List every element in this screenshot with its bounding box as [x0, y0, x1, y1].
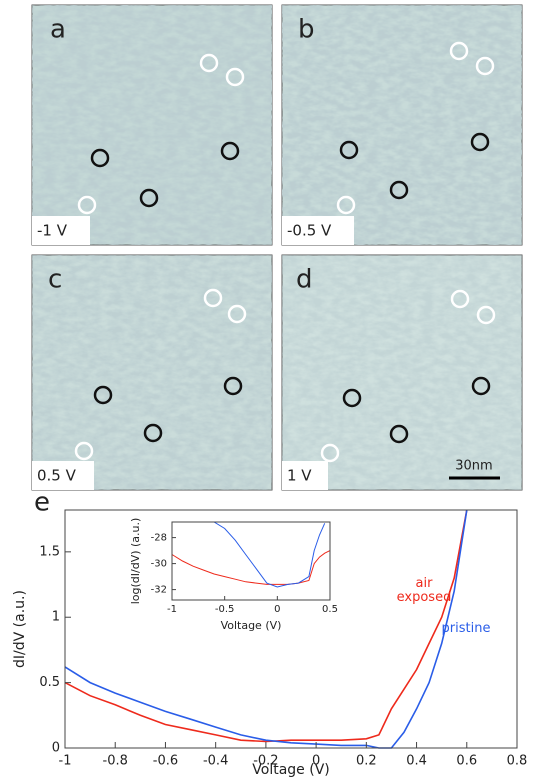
marker	[471, 376, 491, 396]
marker	[74, 441, 94, 461]
x-tick-label: 0.2	[356, 754, 377, 769]
x-tick-label: -1	[167, 604, 177, 615]
panel-letter: e	[34, 488, 50, 518]
x-tick-label: 0.6	[456, 754, 477, 769]
label-box	[282, 461, 328, 490]
x-tick-label: 0.8	[507, 754, 528, 769]
x-tick-label: 0.5	[322, 604, 338, 615]
marker	[227, 304, 247, 324]
voltage-label: -1 V	[37, 222, 68, 240]
x-tick-label: -0.8	[103, 754, 128, 769]
plot-frame	[64, 509, 518, 749]
y-tick-label: -32	[151, 585, 167, 596]
marker	[223, 376, 243, 396]
marker	[470, 132, 490, 152]
marker	[450, 289, 470, 309]
markers	[74, 41, 496, 463]
marker	[476, 305, 496, 325]
y-tick-label: 1.5	[39, 544, 60, 559]
marker	[449, 41, 469, 61]
marker	[93, 385, 113, 405]
marker	[203, 288, 223, 308]
x-tick-label: -0.4	[203, 754, 228, 769]
voltage-label: 1 V	[287, 467, 312, 485]
x-tick-label: 0.4	[406, 754, 427, 769]
x-tick-label: -0.6	[153, 754, 178, 769]
y-tick-label: 0	[52, 741, 60, 756]
stm-texture	[282, 255, 522, 490]
legend-label: pristine	[441, 621, 491, 636]
marker	[220, 141, 240, 161]
panel-letter: b	[298, 15, 315, 45]
stm-texture	[32, 255, 272, 490]
marker	[389, 424, 409, 444]
marker	[139, 188, 159, 208]
x-tick-label: 0	[312, 754, 320, 769]
marker	[336, 195, 356, 215]
marker	[199, 53, 219, 73]
marker	[339, 140, 359, 160]
stm-images	[31, 4, 523, 491]
panel-letter: c	[48, 265, 62, 295]
marker	[475, 56, 495, 76]
voltage-label: -0.5 V	[287, 222, 332, 240]
plot-frame	[171, 521, 331, 601]
label-box	[282, 216, 354, 245]
label-box	[32, 461, 94, 490]
x-tick-label: -0.5	[215, 604, 235, 615]
marker	[225, 67, 245, 87]
marker	[90, 148, 110, 168]
data-line	[171, 550, 331, 585]
stm-texture	[282, 5, 522, 245]
x-axis-label: Voltage (V)	[252, 762, 329, 777]
voltage-label: 0.5 V	[37, 467, 77, 485]
x-tick-label: 0	[274, 604, 280, 615]
label-box	[32, 216, 90, 245]
x-axis-label: Voltage (V)	[221, 619, 282, 632]
marker	[342, 388, 362, 408]
data-line	[64, 509, 468, 743]
marker	[77, 195, 97, 215]
y-axis-label: log(dI/dV) (a.u.)	[129, 518, 142, 605]
y-tick-label: -30	[151, 559, 167, 570]
panel-letter: a	[50, 15, 66, 45]
y-tick-label: 0.5	[39, 675, 60, 690]
stm-texture	[32, 5, 272, 245]
marker	[143, 423, 163, 443]
x-tick-label: -0.2	[253, 754, 278, 769]
y-tick-label: -28	[151, 533, 167, 544]
y-axis-label: dI/dV (a.u.)	[12, 590, 28, 668]
panel-letter: d	[296, 265, 313, 295]
scale-bar-label: 30nm	[455, 459, 492, 474]
legend-label: air exposed	[396, 576, 452, 605]
marker	[389, 180, 409, 200]
marker	[320, 443, 340, 463]
y-tick-label: 1	[52, 610, 60, 625]
x-tick-label: -1	[59, 754, 72, 769]
